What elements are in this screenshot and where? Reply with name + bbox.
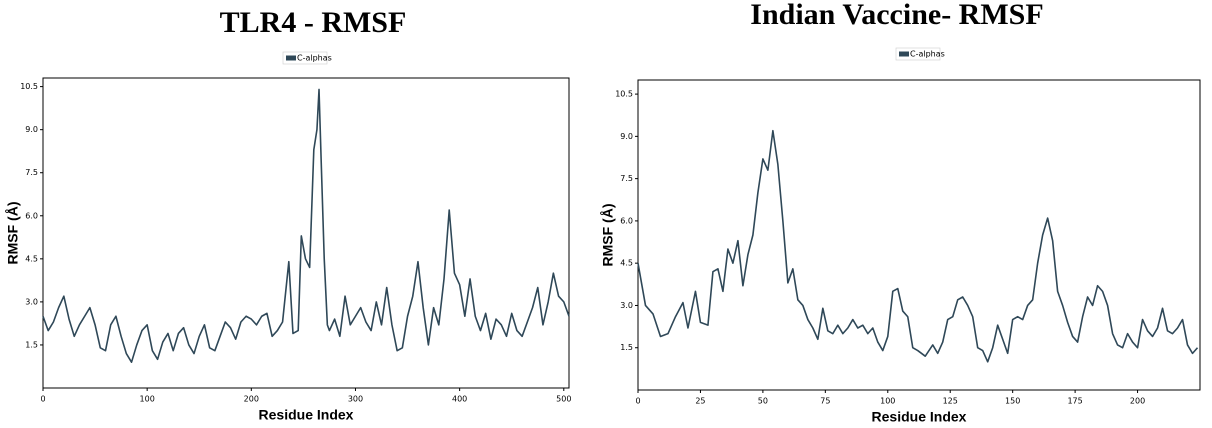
x-tick-label: 75 <box>820 397 830 406</box>
y-tick-label: 7.5 <box>25 168 38 177</box>
line <box>637 129 1199 363</box>
legend-box <box>282 51 328 65</box>
legend-label: C-alphas <box>297 54 332 63</box>
x-tick-label: 200 <box>244 395 259 404</box>
y-tick-label: 7.5 <box>620 174 633 183</box>
y-tick-label: 10.5 <box>615 90 633 99</box>
y-tick-label: 6.0 <box>620 216 633 225</box>
chart-title: TLR4 - RMSF <box>220 6 407 39</box>
x-axis-label: Residue Index <box>872 409 967 425</box>
y-tick-label: 1.5 <box>25 340 38 349</box>
x-tick-label: 100 <box>880 397 895 406</box>
y-axis-label: RMSF (Å) <box>5 202 21 265</box>
x-axis-label: Residue Index <box>259 407 354 423</box>
x-tick-label: 25 <box>695 397 705 406</box>
y-tick-label: 10.5 <box>20 82 38 91</box>
legend-swatch <box>899 51 909 57</box>
legend-swatch <box>286 55 296 61</box>
y-tick-label: 3.0 <box>25 297 38 306</box>
x-tick-label: 0 <box>635 397 640 406</box>
x-tick-label: 50 <box>758 397 768 406</box>
y-tick-label: 1.5 <box>620 343 633 352</box>
x-tick-label: 200 <box>1130 397 1145 406</box>
legend-box <box>895 47 941 61</box>
plot-frame <box>42 77 570 389</box>
y-tick-label: 9.0 <box>25 125 38 134</box>
y-tick-label: 3.0 <box>620 301 633 310</box>
y-tick-label: 4.5 <box>620 259 633 268</box>
line <box>42 88 570 363</box>
x-tick-label: 150 <box>1005 397 1020 406</box>
y-axis-label: RMSF (Å) <box>600 204 616 267</box>
x-tick-label: 400 <box>452 395 467 404</box>
x-tick-label: 100 <box>140 395 155 404</box>
y-tick-label: 9.0 <box>620 132 633 141</box>
x-tick-label: 125 <box>943 397 958 406</box>
chart-title: Indian Vaccine- RMSF <box>750 0 1043 31</box>
y-tick-label: 4.5 <box>25 254 38 263</box>
x-tick-label: 175 <box>1067 397 1082 406</box>
x-tick-label: 0 <box>40 395 45 404</box>
plot-frame <box>637 79 1201 391</box>
x-tick-label: 300 <box>348 395 363 404</box>
x-tick-label: 500 <box>556 395 571 404</box>
y-tick-label: 6.0 <box>25 211 38 220</box>
legend-label: C-alphas <box>910 50 945 59</box>
